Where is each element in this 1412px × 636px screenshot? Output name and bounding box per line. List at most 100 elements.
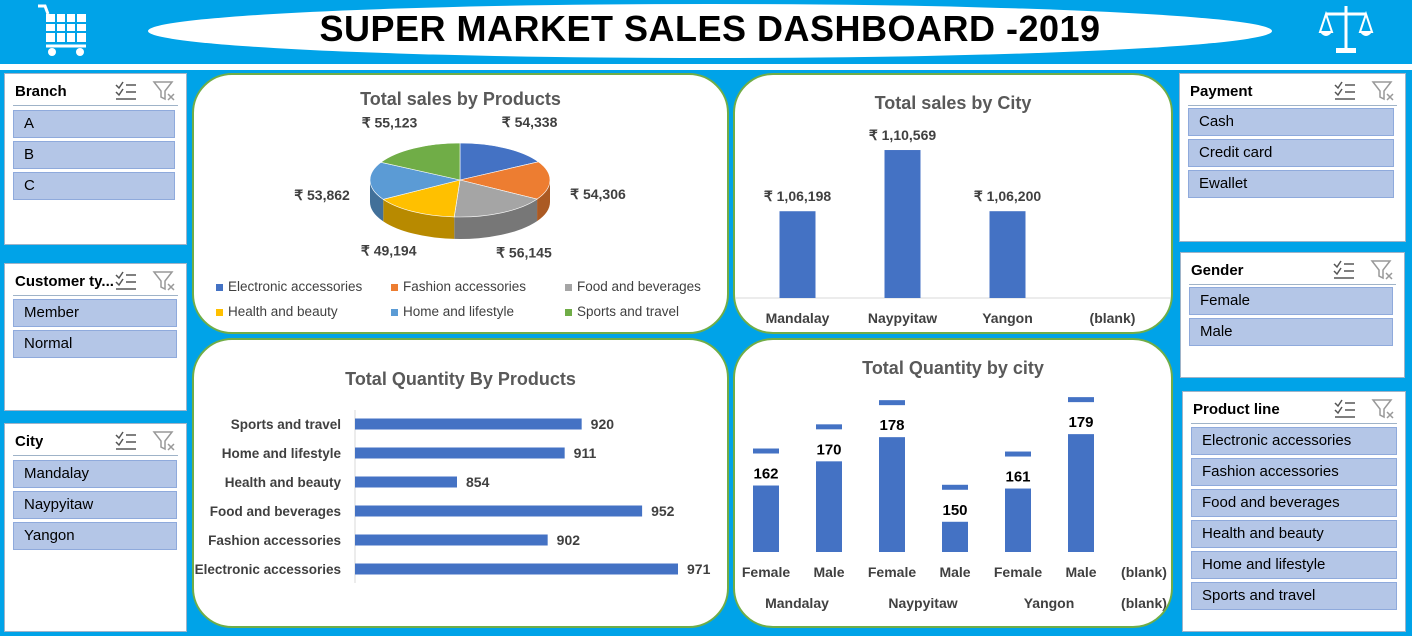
bar bbox=[355, 476, 457, 488]
slicer-title: City bbox=[15, 433, 44, 450]
bar-data-label: 920 bbox=[591, 416, 615, 432]
legend-label: Sports and travel bbox=[577, 304, 679, 319]
bar bbox=[942, 521, 968, 552]
slicer-item-a[interactable]: A bbox=[13, 110, 175, 138]
bar-data-label: 854 bbox=[466, 474, 490, 490]
bar-data-label: 902 bbox=[557, 532, 581, 548]
slicer-header: Payment bbox=[1188, 80, 1397, 106]
slicer-item-credit-card[interactable]: Credit card bbox=[1188, 139, 1394, 167]
chart-panel-quantity-by-city: Total Quantity by city 162 Female 170 Male 1… bbox=[733, 338, 1173, 628]
slicer-item-female[interactable]: Female bbox=[1189, 287, 1393, 315]
slicer-item-mandalay[interactable]: Mandalay bbox=[13, 460, 177, 488]
slicer-city: City Mandalay Naypyitaw Yangon bbox=[4, 423, 187, 632]
bar bbox=[879, 437, 905, 552]
slicer-product-line: Product line Electronic accessories Fash… bbox=[1182, 391, 1406, 632]
pie-data-label: ₹ 49,194 bbox=[361, 243, 417, 259]
bar-data-label: 952 bbox=[651, 503, 675, 519]
slicer-item-male[interactable]: Male bbox=[1189, 318, 1393, 346]
legend-swatch bbox=[391, 284, 398, 291]
pie-slice bbox=[382, 179, 461, 218]
pie-slice bbox=[453, 179, 538, 218]
slicer-item-normal[interactable]: Normal bbox=[13, 330, 177, 358]
multi-select-icon[interactable] bbox=[1332, 259, 1356, 281]
bar bbox=[355, 563, 678, 575]
chart-panel-sales-by-products: Total sales by Products ₹ 54,338 ₹ 54,306… bbox=[192, 73, 729, 334]
clear-filter-icon[interactable] bbox=[1371, 80, 1395, 102]
header-bar: SUPER MARKET SALES DASHBOARD -2019 bbox=[0, 0, 1412, 64]
multi-select-icon[interactable] bbox=[1333, 398, 1357, 420]
slicer-title: Customer ty... bbox=[15, 273, 114, 290]
page-title: SUPER MARKET SALES DASHBOARD -2019 bbox=[319, 8, 1101, 49]
pie-slice-side bbox=[383, 199, 455, 239]
y-tick-label: Food and beverages bbox=[210, 504, 341, 519]
slicer-payment: Payment Cash Credit card Ewallet bbox=[1179, 73, 1406, 242]
slicer-item-fashion-accessories[interactable]: Fashion accessories bbox=[1191, 458, 1397, 486]
x-group-label: Naypyitaw bbox=[888, 595, 957, 611]
bar-cap bbox=[753, 448, 779, 454]
pie-slice bbox=[459, 161, 551, 200]
clear-filter-icon[interactable] bbox=[1371, 398, 1395, 420]
bar-cap bbox=[942, 484, 968, 490]
slicer-item-sports-and-travel[interactable]: Sports and travel bbox=[1191, 582, 1397, 610]
bar bbox=[753, 485, 779, 552]
x-tick-label: Mandalay bbox=[766, 310, 830, 326]
bar bbox=[989, 211, 1026, 298]
y-tick-label: Fashion accessories bbox=[208, 533, 341, 548]
y-tick-label: Health and beauty bbox=[225, 475, 342, 490]
slicer-header: Customer ty... bbox=[13, 270, 178, 296]
slicer-item-yangon[interactable]: Yangon bbox=[13, 522, 177, 550]
bar bbox=[816, 461, 842, 552]
slicer-item-member[interactable]: Member bbox=[13, 299, 177, 327]
multi-select-icon[interactable] bbox=[114, 270, 138, 292]
slicer-item-health-and-beauty[interactable]: Health and beauty bbox=[1191, 520, 1397, 548]
legend-swatch bbox=[216, 309, 223, 316]
clear-filter-icon[interactable] bbox=[152, 430, 176, 452]
title-ellipse bbox=[148, 4, 1272, 58]
bar-cap bbox=[1005, 451, 1031, 457]
pie-chart: ₹ 54,338 ₹ 54,306 ₹ 56,145 ₹ 49,194 ₹ 53,862… bbox=[216, 114, 701, 319]
x-group-label: Yangon bbox=[1024, 595, 1075, 611]
slicer-item-food-and-beverages[interactable]: Food and beverages bbox=[1191, 489, 1397, 517]
multi-select-icon[interactable] bbox=[114, 430, 138, 452]
x-tick-label: (blank) bbox=[1121, 564, 1167, 580]
bar-chart-quantity-by-products: Sports and travel 920 Home and lifestyle 91… bbox=[195, 410, 711, 583]
bar-chart-quantity-by-city: 162 Female 170 Male 178 Female 150 Male 161 Femal… bbox=[742, 397, 1167, 611]
bar-data-label: 179 bbox=[1068, 414, 1093, 431]
clear-filter-icon[interactable] bbox=[1370, 259, 1394, 281]
clear-filter-icon[interactable] bbox=[152, 270, 176, 292]
balance-scale-icon bbox=[1318, 2, 1374, 58]
header-divider bbox=[0, 64, 1412, 70]
legend-swatch bbox=[216, 284, 223, 291]
pie-slice bbox=[459, 142, 540, 181]
pie-slice bbox=[380, 142, 461, 181]
slicer-item-b[interactable]: B bbox=[13, 141, 175, 169]
legend-label: Electronic accessories bbox=[228, 279, 363, 294]
bar-cap bbox=[879, 400, 905, 406]
multi-select-icon[interactable] bbox=[1333, 80, 1357, 102]
bar-cap bbox=[816, 424, 842, 430]
clear-filter-icon[interactable] bbox=[152, 80, 176, 102]
legend-swatch bbox=[391, 309, 398, 316]
bar-data-label: 162 bbox=[753, 466, 778, 483]
slicer-item-ewallet[interactable]: Ewallet bbox=[1188, 170, 1394, 198]
x-tick-label: Naypyitaw bbox=[868, 310, 937, 326]
chart-panel-quantity-by-products: Total Quantity By Products Sports and tr… bbox=[192, 338, 729, 628]
x-tick-label: Female bbox=[868, 564, 916, 580]
bar-data-label: 911 bbox=[574, 445, 597, 461]
slicer-item-electronic-accessories[interactable]: Electronic accessories bbox=[1191, 427, 1397, 455]
bar bbox=[779, 211, 816, 298]
slicer-item-cash[interactable]: Cash bbox=[1188, 108, 1394, 136]
slicer-item-home-and-lifestyle[interactable]: Home and lifestyle bbox=[1191, 551, 1397, 579]
chart-title: Total sales by Products bbox=[360, 89, 561, 109]
multi-select-icon[interactable] bbox=[114, 80, 138, 102]
bar bbox=[355, 447, 565, 459]
pie-slice bbox=[369, 161, 461, 200]
legend-label: Health and beauty bbox=[228, 304, 338, 319]
bar bbox=[355, 505, 643, 517]
slicer-title: Branch bbox=[15, 83, 67, 100]
pie-data-label: ₹ 54,338 bbox=[502, 114, 558, 130]
y-tick-label: Sports and travel bbox=[231, 417, 341, 432]
slicer-item-naypyitaw[interactable]: Naypyitaw bbox=[13, 491, 177, 519]
slicer-item-c[interactable]: C bbox=[13, 172, 175, 200]
chart-title: Total sales by City bbox=[874, 93, 1032, 113]
